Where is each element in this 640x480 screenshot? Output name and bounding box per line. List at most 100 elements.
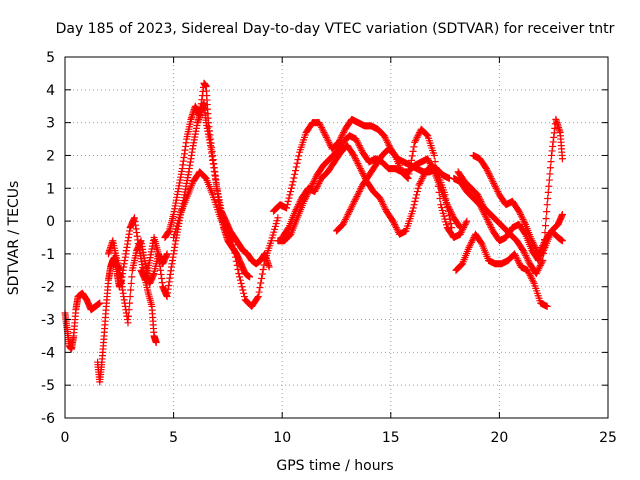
data-point xyxy=(293,204,301,212)
data-point xyxy=(286,191,294,199)
data-point xyxy=(232,257,240,265)
data-point xyxy=(311,188,319,196)
data-point xyxy=(477,197,485,205)
data-point xyxy=(356,165,364,173)
data-point xyxy=(445,211,453,219)
data-point xyxy=(342,214,350,222)
data-point xyxy=(128,273,136,281)
data-point xyxy=(357,166,365,174)
data-point xyxy=(410,201,418,209)
data-point xyxy=(230,245,238,253)
data-point xyxy=(414,132,422,140)
data-point xyxy=(380,202,388,210)
data-point xyxy=(541,229,549,237)
data-point xyxy=(486,222,494,230)
data-point xyxy=(416,179,424,187)
x-tick-label: 15 xyxy=(382,430,400,446)
y-tick-label: -3 xyxy=(41,313,55,329)
data-point xyxy=(295,152,303,160)
data-point xyxy=(326,140,334,148)
data-point xyxy=(442,195,450,203)
data-point xyxy=(318,125,326,133)
data-point xyxy=(491,181,499,189)
data-point xyxy=(415,130,423,138)
data-point xyxy=(311,176,319,184)
series-arc-10 xyxy=(278,142,456,241)
data-point xyxy=(515,260,523,268)
series-arc-15 xyxy=(454,115,566,278)
data-point xyxy=(519,247,527,255)
data-point xyxy=(289,178,297,186)
data-point xyxy=(532,270,540,278)
data-point xyxy=(461,220,469,228)
data-point xyxy=(546,164,554,172)
data-point xyxy=(325,138,333,146)
data-point xyxy=(350,197,358,205)
data-point xyxy=(126,299,134,307)
data-point xyxy=(524,266,532,274)
data-point xyxy=(393,225,401,233)
data-point xyxy=(337,133,345,141)
data-point xyxy=(542,222,550,230)
data-point xyxy=(478,199,486,207)
data-point xyxy=(391,222,399,230)
data-point xyxy=(377,196,385,204)
data-point xyxy=(316,178,324,186)
data-point xyxy=(126,293,134,301)
data-point xyxy=(414,184,422,192)
data-point xyxy=(409,204,417,212)
data-point xyxy=(315,119,323,127)
data-point xyxy=(420,171,428,179)
data-point xyxy=(285,194,293,202)
data-point xyxy=(415,181,423,189)
data-point xyxy=(419,173,427,181)
data-point xyxy=(484,217,492,225)
data-point xyxy=(403,174,411,182)
data-point xyxy=(293,159,301,167)
data-point xyxy=(463,217,471,225)
data-point xyxy=(514,256,522,264)
data-point xyxy=(525,270,533,278)
data-point xyxy=(228,237,236,245)
data-point xyxy=(240,289,248,297)
data-point xyxy=(353,137,361,145)
data-point xyxy=(354,160,362,168)
tick-marks xyxy=(64,56,609,419)
data-point xyxy=(523,253,531,261)
data-point xyxy=(432,164,440,172)
data-point xyxy=(482,165,490,173)
data-point xyxy=(338,132,346,140)
data-point xyxy=(349,201,357,209)
data-point xyxy=(357,145,365,153)
data-point xyxy=(467,240,475,248)
data-point xyxy=(515,258,523,266)
data-point xyxy=(529,278,537,286)
data-point xyxy=(479,201,487,209)
data-point xyxy=(229,241,237,249)
data-point xyxy=(542,215,550,223)
data-point xyxy=(493,186,501,194)
data-point xyxy=(487,224,495,232)
data-point xyxy=(407,156,415,164)
data-point xyxy=(431,158,439,166)
data-point xyxy=(435,188,443,196)
data-point xyxy=(236,273,244,281)
data-point xyxy=(355,142,363,150)
y-tick-label: -5 xyxy=(41,378,55,394)
data-point xyxy=(543,302,551,310)
data-point xyxy=(406,165,414,173)
data-point xyxy=(487,174,495,182)
data-point xyxy=(287,184,295,192)
data-point xyxy=(486,220,494,228)
data-point xyxy=(127,279,135,287)
data-point xyxy=(339,130,347,138)
data-point xyxy=(312,186,320,194)
data-point xyxy=(358,168,366,176)
data-point xyxy=(417,176,425,184)
data-point xyxy=(540,236,548,244)
series-arc-11 xyxy=(333,125,471,241)
x-tick-label: 10 xyxy=(273,430,291,446)
data-point xyxy=(485,219,493,227)
data-point xyxy=(466,242,474,250)
data-point xyxy=(319,127,327,135)
